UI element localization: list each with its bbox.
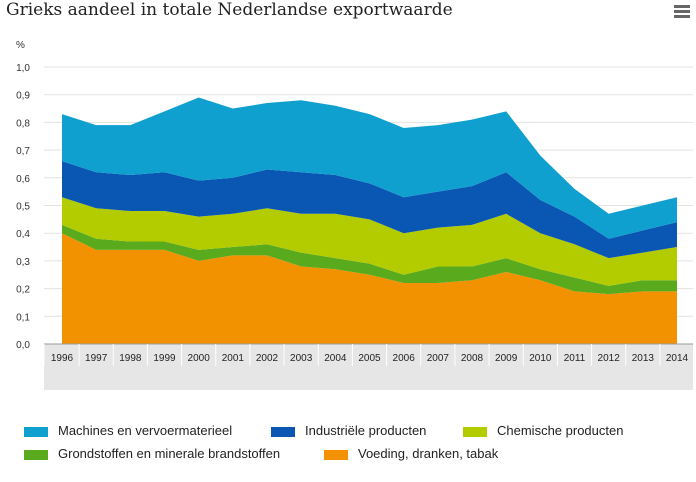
x-tick-label: 2011 <box>564 353 586 364</box>
y-tick-label: 0,2 <box>16 285 30 296</box>
legend-swatch <box>324 449 348 460</box>
x-tick-label: 2000 <box>188 353 211 364</box>
x-tick-label: 2005 <box>358 353 381 364</box>
x-tick-label: 1999 <box>153 353 176 364</box>
area-chart: 0,0 0,1 0,2 0,3 0,4 0,5 0,6 0,7 0,8 0,9 1,0 1996 199… <box>16 63 693 390</box>
x-tick-label: 2006 <box>393 353 416 364</box>
x-tick-label: 2004 <box>324 353 347 364</box>
legend-swatch <box>271 426 295 437</box>
y-tick-label: 0,9 <box>16 91 30 102</box>
x-tick-label: 2010 <box>529 353 552 364</box>
y-tick-label: 0,6 <box>16 174 30 185</box>
legend-swatch <box>24 426 48 437</box>
area-series-voeding-dranken-tabak <box>62 233 677 344</box>
legend-label: Machines en vervoermaterieel <box>58 423 233 438</box>
legend-swatch <box>463 426 487 437</box>
legend-item-industriele[interactable]: Industriële producten <box>271 423 426 438</box>
y-tick-label: 0,3 <box>16 257 30 268</box>
menu-bar-1 <box>674 5 690 8</box>
x-tick-label: 1996 <box>51 353 74 364</box>
x-tick-label: 2009 <box>495 353 518 364</box>
x-tick-label: 2014 <box>666 353 689 364</box>
area-series-industri-le-producten <box>62 161 677 259</box>
area-series-grondstoffen-en-minerale-brandstoffen <box>62 224 677 295</box>
x-tick-label: 1997 <box>85 353 108 364</box>
legend-label: Voeding, dranken, tabak <box>358 446 499 461</box>
legend-item-machines[interactable]: Machines en vervoermaterieel <box>24 423 232 438</box>
legend-item-voeding[interactable]: Voeding, dranken, tabak <box>324 446 498 461</box>
x-tick-label: 2013 <box>632 353 655 364</box>
y-tick-label: 0,0 <box>16 340 30 351</box>
y-tick-label: 1,0 <box>16 63 30 74</box>
y-axis-unit: % <box>16 40 25 51</box>
x-tick-label: 2001 <box>222 353 245 364</box>
legend-label: Industriële producten <box>305 423 427 438</box>
x-tick-label: 1998 <box>119 353 142 364</box>
menu-bar-3 <box>674 15 690 18</box>
y-tick-label: 0,5 <box>16 202 30 213</box>
legend-label: Grondstoffen en minerale brandstoffen <box>58 446 281 461</box>
x-tick-label: 2008 <box>461 353 484 364</box>
area-series-chemische-producten <box>62 197 677 286</box>
x-tick-label: 2002 <box>256 353 279 364</box>
x-axis-band <box>44 344 693 390</box>
y-tick-label: 0,1 <box>16 312 30 323</box>
y-tick-label: 0,8 <box>16 118 30 129</box>
y-tick-label: 0,4 <box>16 229 30 240</box>
chart-title: Grieks aandeel in totale Nederlandse exp… <box>6 0 453 20</box>
area-series-machines-en-vervoermaterieel <box>62 97 677 239</box>
legend-swatch <box>24 449 48 460</box>
menu-bar-2 <box>674 10 690 13</box>
hamburger-icon[interactable] <box>674 5 690 19</box>
x-tick-label: 2007 <box>427 353 450 364</box>
legend-label: Chemische producten <box>497 423 624 438</box>
x-tick-label: 2012 <box>598 353 621 364</box>
legend-item-grondstoffen[interactable]: Grondstoffen en minerale brandstoffen <box>24 446 280 461</box>
legend-item-chemische[interactable]: Chemische producten <box>463 423 623 438</box>
x-tick-label: 2003 <box>290 353 313 364</box>
y-tick-label: 0,7 <box>16 146 30 157</box>
